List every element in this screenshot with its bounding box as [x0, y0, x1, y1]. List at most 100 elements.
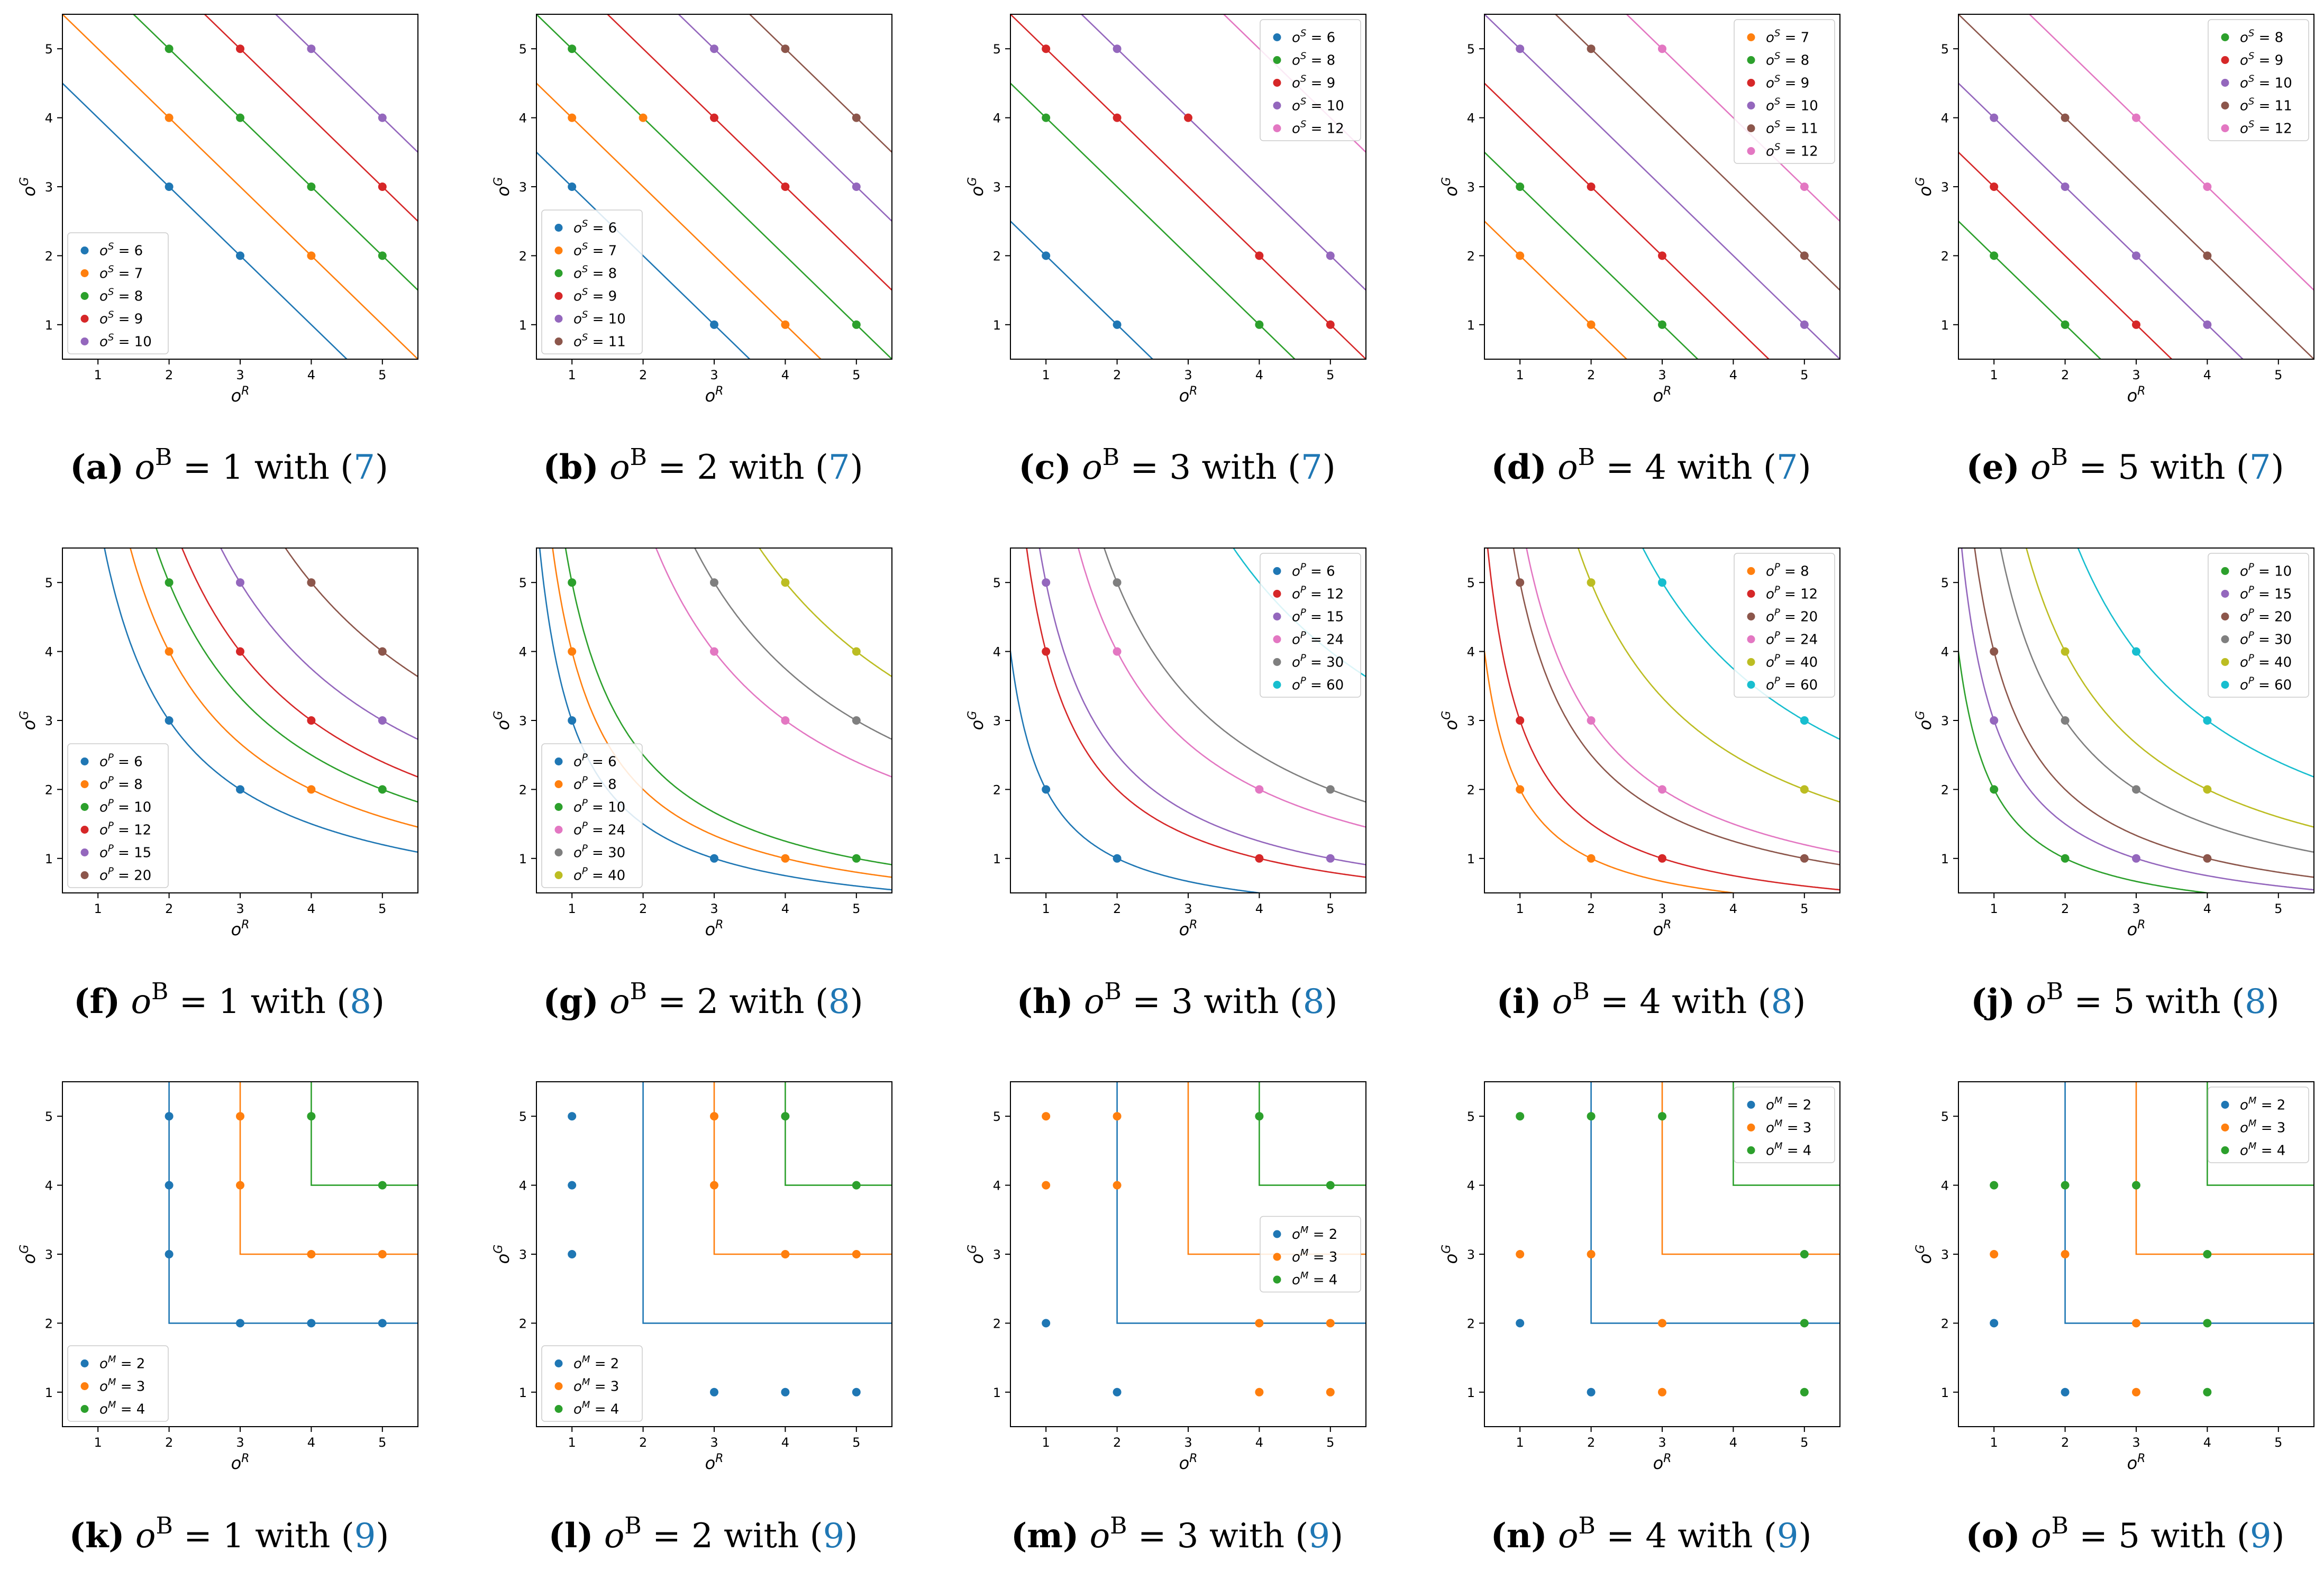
caption-close: )	[2272, 1517, 2285, 1556]
text-part: o	[99, 289, 108, 305]
x-axis-label: oR	[231, 1452, 250, 1473]
data-point	[1658, 44, 1666, 53]
x-tick-label: 2	[639, 1435, 647, 1450]
y-axis-label: oG	[18, 177, 39, 197]
text-part: = 12	[1306, 121, 1344, 137]
series-line-40	[2025, 548, 2314, 828]
data-point	[2061, 854, 2070, 863]
y-tick-label: 5	[1467, 576, 1475, 590]
legend-marker-24	[1747, 635, 1755, 643]
x-tick-label: 2	[165, 901, 173, 916]
data-point	[1800, 854, 1809, 863]
text-part: 4	[781, 901, 789, 916]
text-part: 1	[519, 852, 527, 866]
y-tick-label: 5	[519, 42, 527, 57]
data-point	[1326, 320, 1335, 329]
series-line-7	[62, 14, 418, 359]
text-part: o	[19, 1254, 39, 1264]
text-part: M	[2248, 1096, 2257, 1107]
series-line-8	[1010, 83, 1296, 359]
caption-close: )	[1792, 982, 1806, 1021]
text-part: 4	[1467, 1179, 1475, 1193]
text-part: o	[493, 720, 513, 731]
text-part: 5	[1941, 576, 1949, 590]
text-part: S	[1300, 74, 1306, 85]
text-part: o	[705, 919, 716, 939]
text-part: o	[1179, 919, 1190, 939]
text-part: o	[2240, 30, 2248, 46]
caption-close: )	[375, 448, 388, 487]
text-part: o	[573, 868, 582, 884]
text-part: o	[1766, 53, 1774, 69]
text-part: = 10	[1780, 98, 1818, 114]
legend-marker-24	[1273, 635, 1281, 643]
legend-marker-10	[554, 315, 563, 323]
y-tick-label: 1	[45, 1385, 53, 1400]
text-part: P	[2248, 676, 2254, 687]
legend-entry-20: oP = 20	[99, 866, 151, 884]
text-part: M	[1774, 1141, 1783, 1152]
legend-entry-9: oS = 9	[573, 287, 617, 305]
series-line-4	[1733, 1082, 1840, 1186]
text-part: P	[582, 752, 588, 763]
data-point	[2061, 1388, 2070, 1396]
text-part: = 4	[2256, 1143, 2285, 1159]
caption-label: (c)	[1018, 448, 1071, 487]
text-part: G	[492, 177, 505, 186]
text-part: S	[2248, 28, 2254, 39]
caption-k: (k) oB = 1 with (9)	[69, 1512, 389, 1556]
caption-var: o	[120, 982, 151, 1021]
data-point	[1800, 182, 1809, 191]
legend-entry-3: oM = 3	[99, 1377, 145, 1395]
text-part: = 8	[588, 266, 617, 282]
legend: oM = 2oM = 3oM = 4	[2208, 1087, 2309, 1163]
text-part: = 2	[590, 1356, 619, 1372]
data-point	[1326, 854, 1335, 863]
text-part: G	[1440, 1245, 1453, 1254]
data-point	[2203, 182, 2212, 191]
data-point	[852, 320, 861, 329]
y-axis-label: oG	[18, 1245, 39, 1264]
legend-entry-9: oS = 9	[1292, 74, 1335, 92]
caption-close: )	[1324, 982, 1337, 1021]
series-line-10	[1958, 646, 2213, 893]
data-point	[1042, 44, 1051, 53]
text-part: 1	[45, 852, 53, 866]
legend-entry-11: oS = 11	[2240, 96, 2292, 114]
y-tick-label: 3	[519, 180, 527, 195]
y-axis-label: oG	[1440, 1245, 1461, 1264]
text-part: o	[1766, 121, 1774, 137]
text-part: = 4	[1308, 1272, 1337, 1288]
legend-marker-15	[80, 848, 89, 856]
data-point	[1326, 251, 1335, 260]
caption-var: o	[1542, 982, 1573, 1021]
legend-entry-4: oM = 4	[1292, 1270, 1337, 1288]
text-part: o	[1292, 53, 1300, 69]
legend-entry-7: oS = 7	[573, 241, 617, 259]
text-part: o	[1653, 386, 1664, 406]
x-tick-label: 1	[1516, 368, 1524, 382]
data-point	[710, 44, 718, 53]
caption-label: (j)	[1971, 982, 2015, 1021]
legend-marker-2	[554, 1359, 563, 1367]
text-part: 5	[519, 42, 527, 57]
data-point	[165, 716, 174, 725]
data-point	[236, 251, 244, 260]
text-part: = 3	[590, 1379, 619, 1395]
text-part: S	[582, 309, 588, 321]
data-point	[1255, 320, 1264, 329]
caption-var: o	[2015, 982, 2046, 1021]
text-part: = 2	[116, 1356, 145, 1372]
text-part: P	[1774, 562, 1780, 573]
x-tick-label: 1	[568, 368, 576, 382]
text-part: = 6	[588, 754, 617, 770]
text-part: G	[492, 711, 505, 720]
caption-sup: B	[1578, 444, 1595, 471]
text-part: 1	[1042, 368, 1050, 382]
text-part: = 12	[114, 823, 151, 838]
legend-entry-8: oP = 8	[1766, 562, 1809, 580]
data-point	[2203, 251, 2212, 260]
text-part: 2	[1941, 249, 1949, 263]
